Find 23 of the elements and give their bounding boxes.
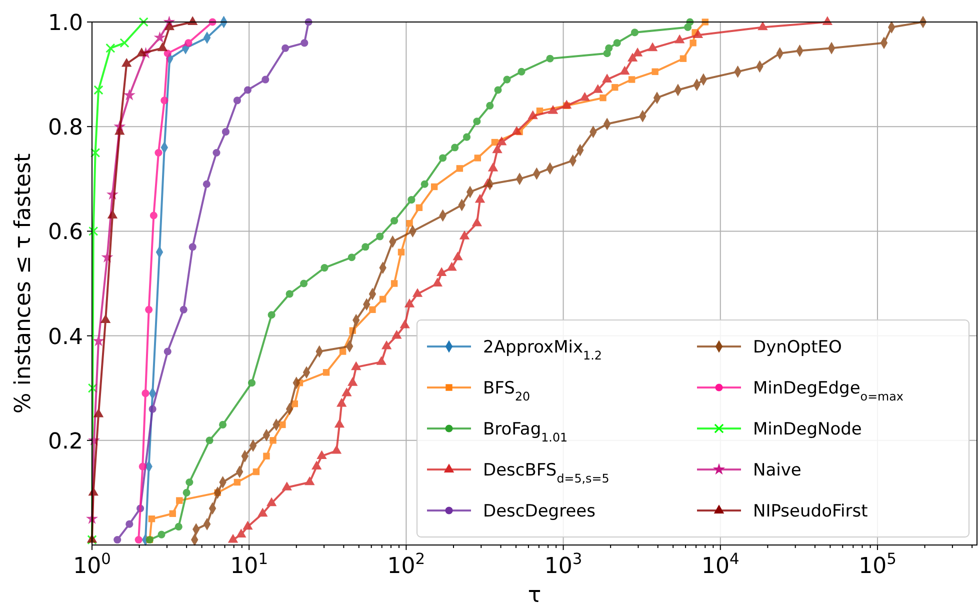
y-tick-label: 0.6 — [48, 220, 83, 246]
x-tick-label: 10$^{2}$ — [387, 550, 426, 579]
x-tick-label: 10$^{5}$ — [858, 550, 896, 579]
y-tick-label: 1.0 — [48, 11, 83, 36]
legend-label: MinDegEdge$_{o=max}$ — [753, 378, 904, 404]
legend-label: Naive — [753, 460, 802, 480]
legend-label: DescBFS$_{d=5,s=5}$ — [483, 460, 610, 486]
legend-label: BroFag$_{1.01}$ — [483, 420, 568, 444]
y-tick-label: 0.8 — [48, 116, 83, 141]
legend-label: DescDegrees — [483, 502, 596, 522]
legend-label: DynOptEO — [753, 338, 842, 358]
y-axis-title: % instances ≤ τ fastest — [11, 153, 36, 414]
x-axis-title: τ — [528, 583, 542, 608]
legend-label: BFS$_{20}$ — [483, 378, 530, 404]
legend-label: 2ApproxMix$_{1.2}$ — [483, 338, 602, 362]
legend-label: MinDegNode — [753, 420, 862, 440]
x-tick-label: 10$^{1}$ — [230, 550, 268, 579]
y-tick-label: 0.2 — [48, 429, 83, 454]
x-tick-label: 10$^{4}$ — [701, 550, 740, 579]
legend-label: NIPseudoFirst — [753, 502, 868, 522]
x-tick-label: 10$^{3}$ — [544, 550, 582, 579]
y-tick-label: 0.4 — [48, 324, 83, 350]
x-tick-label: 10$^{0}$ — [73, 550, 111, 579]
